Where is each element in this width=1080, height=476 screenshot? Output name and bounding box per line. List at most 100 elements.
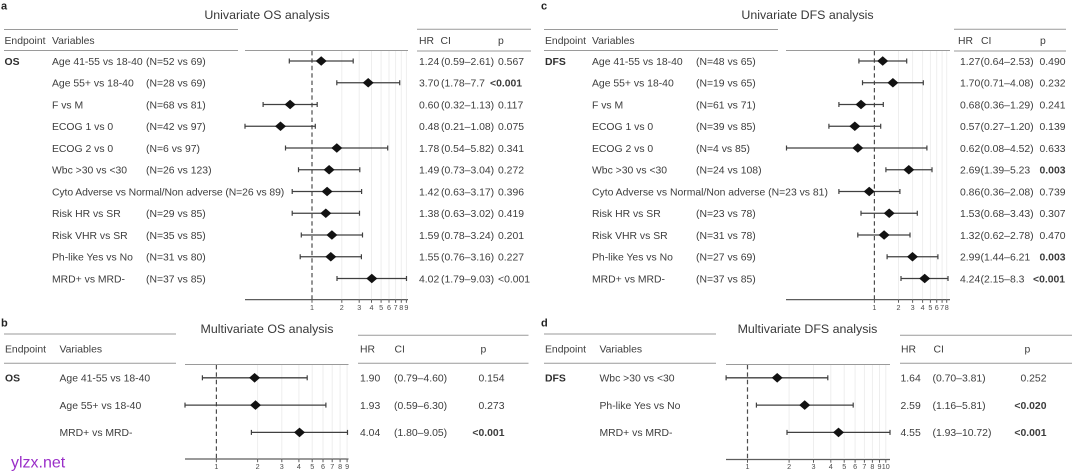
- svg-text:(N=6 vs 97): (N=6 vs 97): [146, 144, 200, 155]
- svg-text:8: 8: [399, 303, 403, 312]
- svg-text:3: 3: [357, 303, 361, 312]
- svg-text:7: 7: [862, 462, 866, 471]
- svg-text:(0.78–3.24): (0.78–3.24): [441, 231, 494, 242]
- svg-text:0.252: 0.252: [1020, 374, 1046, 385]
- svg-text:Variables: Variables: [60, 345, 103, 356]
- svg-text:(1.78–7.7: (1.78–7.7: [441, 79, 485, 90]
- svg-text:1.24: 1.24: [419, 57, 439, 68]
- svg-text:(0.63–3.17): (0.63–3.17): [441, 187, 494, 198]
- svg-text:Endpoint: Endpoint: [5, 345, 46, 356]
- svg-text:ECOG 2 vs 0: ECOG 2 vs 0: [52, 144, 113, 155]
- svg-text:4: 4: [297, 462, 301, 471]
- svg-text:c: c: [541, 0, 547, 12]
- svg-text:(0.32–1.13): (0.32–1.13): [441, 100, 494, 111]
- svg-text:7: 7: [330, 462, 334, 471]
- svg-text:4: 4: [829, 462, 833, 471]
- svg-text:MRD+ vs MRD-: MRD+ vs MRD-: [60, 428, 133, 439]
- svg-text:0.272: 0.272: [498, 166, 524, 177]
- svg-text:2.99: 2.99: [960, 253, 980, 264]
- svg-text:Age 41-55 vs 18-40: Age 41-55 vs 18-40: [52, 57, 143, 68]
- svg-text:1.42: 1.42: [419, 187, 439, 198]
- svg-text:0.68: 0.68: [960, 100, 980, 111]
- svg-text:p: p: [1025, 345, 1031, 356]
- svg-text:(0.71–4.08): (0.71–4.08): [981, 79, 1034, 90]
- svg-text:1.49: 1.49: [419, 166, 439, 177]
- svg-text:(N=23 vs 78): (N=23 vs 78): [696, 209, 756, 220]
- svg-text:8: 8: [945, 303, 949, 312]
- svg-text:Variables: Variables: [600, 345, 643, 356]
- svg-text:ECOG 1 vs 0: ECOG 1 vs 0: [592, 122, 653, 133]
- svg-text:b: b: [1, 318, 8, 330]
- svg-text:(N=31 vs 80): (N=31 vs 80): [146, 253, 206, 264]
- svg-text:6: 6: [321, 462, 325, 471]
- svg-text:Cyto Adverse vs Normal/Non adv: Cyto Adverse vs Normal/Non adverse (N=23…: [592, 187, 828, 198]
- svg-text:0.201: 0.201: [498, 231, 524, 242]
- svg-text:Age 55+ vs 18-40: Age 55+ vs 18-40: [60, 401, 142, 412]
- svg-text:2: 2: [897, 303, 901, 312]
- svg-text:Variables: Variables: [592, 36, 635, 47]
- svg-text:0.232: 0.232: [1040, 79, 1066, 90]
- svg-text:5: 5: [379, 303, 383, 312]
- svg-text:1: 1: [310, 303, 314, 312]
- svg-text:(0.62–2.78): (0.62–2.78): [981, 231, 1034, 242]
- svg-text:(0.27–1.20): (0.27–1.20): [981, 122, 1034, 133]
- svg-text:9: 9: [345, 462, 349, 471]
- svg-text:(N=52 vs 69): (N=52 vs 69): [146, 57, 206, 68]
- svg-text:(N=39 vs 85): (N=39 vs 85): [696, 122, 756, 133]
- svg-text:0.307: 0.307: [1040, 209, 1066, 220]
- svg-text:(0.64–2.53): (0.64–2.53): [981, 57, 1034, 68]
- svg-text:0.227: 0.227: [498, 253, 524, 264]
- svg-text:0.396: 0.396: [498, 187, 524, 198]
- svg-text:HR: HR: [419, 36, 435, 47]
- svg-text:CI: CI: [395, 345, 405, 356]
- svg-text:2.59: 2.59: [901, 401, 921, 412]
- svg-text:<0.001: <0.001: [472, 428, 504, 439]
- svg-text:Variables: Variables: [52, 36, 95, 47]
- svg-text:0.003: 0.003: [1040, 166, 1066, 177]
- svg-text:F vs M: F vs M: [592, 100, 623, 111]
- svg-text:4.04: 4.04: [360, 428, 380, 439]
- svg-text:(N=48 vs 65): (N=48 vs 65): [696, 57, 756, 68]
- svg-text:1.38: 1.38: [419, 209, 439, 220]
- svg-text:0.341: 0.341: [498, 144, 524, 155]
- svg-text:Age 41-55 vs 18-40: Age 41-55 vs 18-40: [60, 374, 151, 385]
- svg-text:0.419: 0.419: [498, 209, 524, 220]
- svg-text:(0.54–5.82): (0.54–5.82): [441, 144, 494, 155]
- svg-text:0.86: 0.86: [960, 187, 980, 198]
- svg-text:Ph-like Yes vs No: Ph-like Yes vs No: [592, 253, 673, 264]
- svg-text:0.60: 0.60: [419, 100, 439, 111]
- svg-text:ECOG 2 vs 0: ECOG 2 vs 0: [592, 144, 653, 155]
- svg-text:Age 41-55 vs 18-40: Age 41-55 vs 18-40: [592, 57, 683, 68]
- svg-text:HR: HR: [958, 36, 974, 47]
- svg-text:1.32: 1.32: [960, 231, 980, 242]
- svg-text:1.70: 1.70: [960, 79, 980, 90]
- svg-text:HR: HR: [360, 345, 376, 356]
- svg-text:8: 8: [870, 462, 874, 471]
- svg-text:Ph-like Yes vs No: Ph-like Yes vs No: [600, 401, 681, 412]
- svg-text:CI: CI: [441, 36, 451, 47]
- svg-text:(0.79–4.60): (0.79–4.60): [394, 374, 447, 385]
- svg-text:2: 2: [340, 303, 344, 312]
- svg-text:Ph-like Yes vs No: Ph-like Yes vs No: [52, 253, 133, 264]
- svg-text:1.78: 1.78: [419, 144, 439, 155]
- svg-text:DFS: DFS: [545, 374, 566, 385]
- svg-text:2.69: 2.69: [960, 166, 980, 177]
- svg-text:Wbc >30 vs <30: Wbc >30 vs <30: [52, 166, 127, 177]
- svg-text:(1.44–6.21: (1.44–6.21: [981, 253, 1031, 264]
- svg-text:(1.80–9.05): (1.80–9.05): [394, 428, 447, 439]
- svg-text:Risk VHR vs SR: Risk VHR vs SR: [592, 231, 668, 242]
- svg-text:10: 10: [882, 462, 890, 471]
- svg-text:0.003: 0.003: [1040, 253, 1066, 264]
- svg-text:1.55: 1.55: [419, 253, 439, 264]
- svg-text:1.53: 1.53: [960, 209, 980, 220]
- svg-text:0.48: 0.48: [419, 122, 439, 133]
- svg-text:2: 2: [787, 462, 791, 471]
- svg-text:OS: OS: [5, 57, 20, 68]
- svg-text:(N=37 vs 85): (N=37 vs 85): [696, 274, 756, 285]
- svg-text:8: 8: [338, 462, 342, 471]
- svg-text:p: p: [1040, 36, 1046, 47]
- svg-text:Wbc >30 vs <30: Wbc >30 vs <30: [592, 166, 667, 177]
- svg-text:<0.020: <0.020: [1014, 401, 1046, 412]
- svg-text:4: 4: [370, 303, 374, 312]
- svg-text:Endpoint: Endpoint: [5, 36, 46, 47]
